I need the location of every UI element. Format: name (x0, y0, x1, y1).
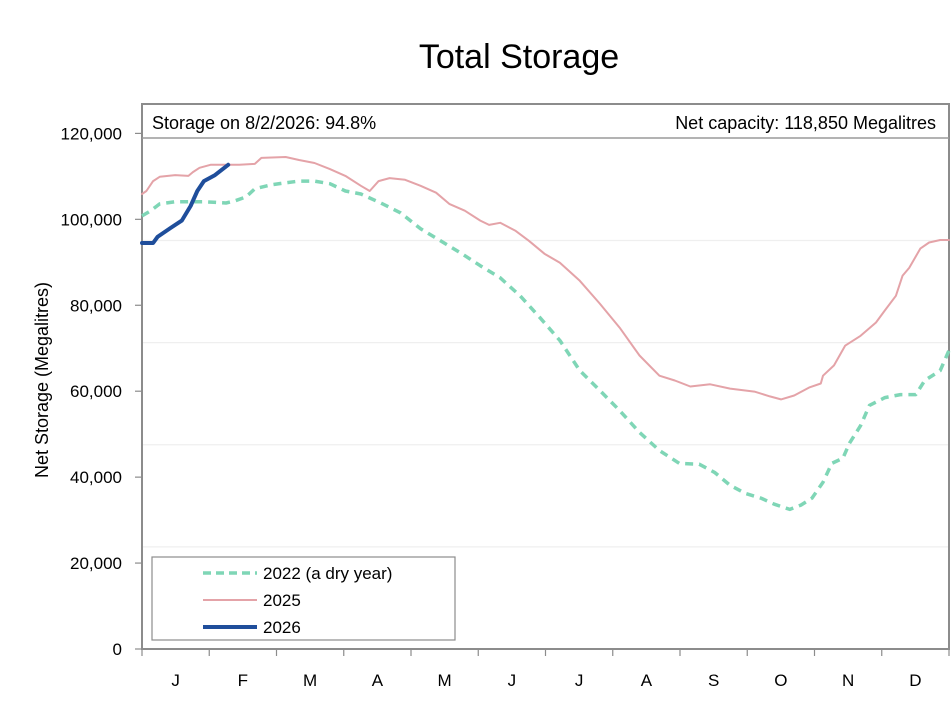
x-tick-label: N (842, 671, 854, 690)
x-tick-label: D (909, 671, 921, 690)
y-tick-label: 120,000 (61, 124, 122, 143)
x-tick-label: S (708, 671, 719, 690)
y-axis: 0 20,000 40,000 60,000 80,000 100,000 120,000 (61, 124, 142, 659)
legend-label-2022: 2022 (a dry year) (263, 564, 392, 583)
legend-label-2026: 2026 (263, 618, 301, 637)
series-line-2022 (141, 179, 951, 512)
y-tick-label: 40,000 (70, 468, 122, 487)
series-line-2026 (140, 162, 231, 245)
y-tick-label: 60,000 (70, 382, 122, 401)
x-tick-label: A (641, 671, 653, 690)
x-tick-label: O (774, 671, 787, 690)
y-axis-title: Net Storage (Megalitres) (32, 282, 52, 478)
x-tick-label: J (171, 671, 180, 690)
legend-box (151, 556, 456, 641)
x-tick-label: M (438, 671, 452, 690)
y-tick-label: 80,000 (70, 296, 122, 315)
y-tick-label: 20,000 (70, 554, 122, 573)
x-tick-label: J (575, 671, 584, 690)
legend: 2022 (a dry year) 2025 2026 (151, 556, 456, 641)
net-capacity-annotation: Net capacity: 118,850 Megalitres (675, 113, 936, 133)
x-tick-label: J (508, 671, 517, 690)
legend-label-2025: 2025 (263, 591, 301, 610)
x-tick-label: F (238, 671, 248, 690)
gridlines (142, 239, 949, 548)
x-tick-label: M (303, 671, 317, 690)
series-lines (140, 156, 951, 512)
y-tick-label: 100,000 (61, 210, 122, 229)
chart-title: Total Storage (419, 38, 619, 76)
storage-on-annotation: Storage on 8/2/2026: 94.8% (152, 113, 376, 133)
y-tick-label: 0 (113, 640, 122, 659)
series-line-2025 (141, 156, 950, 401)
x-tick-label: A (372, 671, 384, 690)
